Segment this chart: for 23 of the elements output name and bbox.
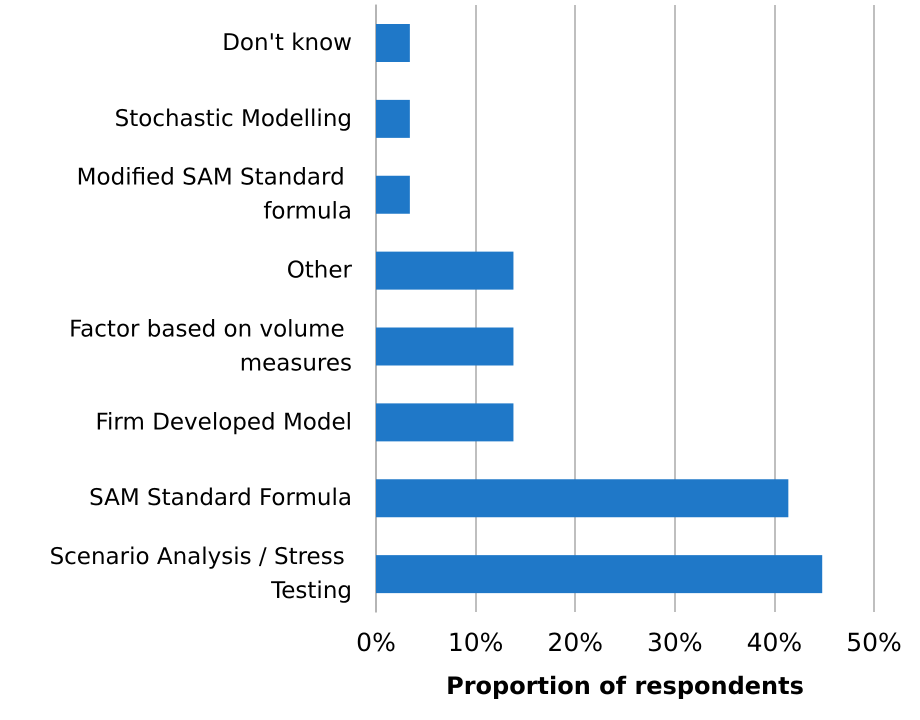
bar xyxy=(376,555,822,594)
y-tick-label: Firm Developed Model xyxy=(95,409,352,436)
x-tick-label: 40% xyxy=(746,628,802,657)
x-tick-label: 10% xyxy=(448,628,504,657)
y-tick-label: Don't know xyxy=(222,30,352,56)
bar xyxy=(376,176,410,214)
bar xyxy=(376,403,514,442)
x-tick-label: 30% xyxy=(647,628,703,657)
bar xyxy=(376,100,410,138)
bar xyxy=(376,327,514,366)
y-tick-label: Modified SAM Standard formula xyxy=(76,164,352,225)
bar xyxy=(376,24,410,62)
y-tick-label: Scenario Analysis / Stress Testing xyxy=(50,544,352,604)
x-tick-label: 0% xyxy=(356,628,396,657)
x-axis-title: Proportion of respondents xyxy=(446,672,804,700)
bar xyxy=(376,252,514,290)
y-tick-label: SAM Standard Formula xyxy=(89,485,352,512)
y-tick-label: Other xyxy=(286,258,353,284)
y-tick-label: Factor based on volume measures xyxy=(69,316,352,376)
x-tick-label: 20% xyxy=(547,628,603,657)
x-tick-label: 50% xyxy=(846,628,902,657)
bar xyxy=(376,479,788,518)
y-tick-label: Stochastic Modelling xyxy=(114,106,352,132)
